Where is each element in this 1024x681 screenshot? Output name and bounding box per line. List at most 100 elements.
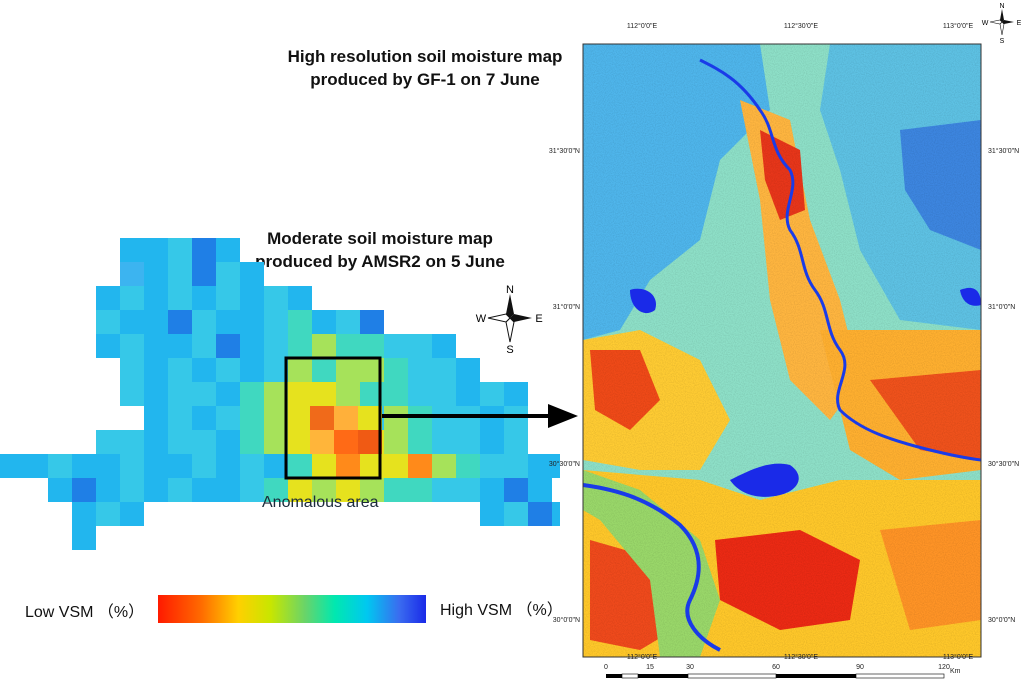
moderate-map-pixel (264, 430, 288, 454)
moderate-map-pixel (336, 454, 360, 478)
anomaly-arrow (382, 404, 578, 428)
scale-tick-label: 60 (772, 664, 780, 671)
moderate-map-pixel (216, 310, 240, 334)
moderate-map-pixel (312, 454, 336, 478)
anomalous-pixel (310, 430, 334, 454)
moderate-map-pixel (528, 502, 552, 526)
moderate-map-pixel (72, 526, 96, 550)
moderate-map-pixel (408, 478, 432, 502)
compass-small-e-label: E (1017, 20, 1022, 27)
moderate-map-pixel (216, 238, 240, 262)
moderate-map-pixel (168, 358, 192, 382)
legend-low-label: Low VSM （%） (25, 604, 145, 621)
scale-tick-label: 120 (938, 664, 950, 671)
moderate-map-pixel (96, 286, 120, 310)
compass-s-label: S (506, 344, 513, 354)
compass-small-w-label: W (982, 20, 989, 27)
scale-tick-label: 90 (856, 664, 864, 671)
moderate-map-pixel (480, 454, 504, 478)
moderate-map-pixel (456, 382, 480, 406)
moderate-map-pixel (264, 478, 288, 502)
moderate-map-pixel (288, 478, 312, 502)
moderate-map-pixel (504, 430, 528, 454)
east-lake (960, 287, 981, 306)
moderate-map-pixel (240, 382, 264, 406)
top-longitude-label: 113°0'0"E (943, 22, 974, 30)
moderate-map-pixel (504, 454, 528, 478)
moderate-map-pixel (168, 310, 192, 334)
moderate-map-pixel (432, 358, 456, 382)
moderate-map-pixel (312, 382, 336, 406)
moderate-map-pixel (288, 310, 312, 334)
moderate-map-pixel (504, 478, 528, 502)
top-longitude-label: 112°30'0"E (784, 22, 818, 30)
anomalous-area-label: Anomalous area (262, 494, 379, 511)
moderate-map-pixel (192, 262, 216, 286)
moderate-map-pixel (192, 454, 216, 478)
moderate-map-pixel (456, 358, 480, 382)
moderate-map-pixel (528, 478, 552, 502)
compass-e-label: E (535, 313, 542, 325)
moderate-map-pixel (144, 238, 168, 262)
moderate-map-pixel (120, 286, 144, 310)
right-latitude-label: 30°30'0"N (988, 460, 1019, 468)
moderate-map-pixel (312, 310, 336, 334)
high-res-raster (583, 44, 981, 657)
moderate-map-pixel (432, 430, 456, 454)
moderate-map-pixel (72, 502, 96, 526)
moderate-map-pixel (0, 454, 24, 478)
moderate-map-pixel (360, 478, 384, 502)
moderate-map-pixel (360, 334, 384, 358)
moderate-map-pixel (264, 310, 288, 334)
moderate-map-pixel (240, 262, 264, 286)
moderate-map-pixel (264, 358, 288, 382)
moderate-map-pixel (168, 454, 192, 478)
moderate-map-pixel (408, 454, 432, 478)
right-latitude-label: 30°0'0"N (988, 616, 1015, 624)
moderate-map-pixel (216, 262, 240, 286)
moderate-map-pixel (168, 382, 192, 406)
left-latitude-label: 31°30'0"N (549, 147, 580, 155)
bottom-longitude-label: 112°0'0"E (627, 653, 658, 661)
moderate-map-pixel (456, 478, 480, 502)
moderate-map-pixel (120, 310, 144, 334)
moderate-map-pixel (48, 478, 72, 502)
north-arrow-icon: N S W E (476, 284, 543, 354)
moderate-map-pixel (168, 478, 192, 502)
scale-unit-label: Km (950, 668, 961, 675)
moderate-map-pixel (168, 334, 192, 358)
moderate-map-pixel (144, 406, 168, 430)
moderate-map-pixel (144, 358, 168, 382)
moderate-map-pixel (120, 238, 144, 262)
scale-tick-label: 30 (686, 664, 694, 671)
north-arrow-small-icon: N S W E (982, 3, 1022, 44)
moderate-map-pixel (552, 502, 560, 526)
southern-river (583, 483, 721, 652)
moderate-map-pixel (432, 454, 456, 478)
moderate-map-pixel (408, 334, 432, 358)
moderate-map-pixel (216, 286, 240, 310)
moderate-map-pixel (216, 478, 240, 502)
moderate-map-pixel (192, 358, 216, 382)
moderate-map-pixel (336, 358, 360, 382)
moderate-map-pixel (384, 382, 408, 406)
moderate-map-pixel (192, 286, 216, 310)
moderate-map-pixel (192, 406, 216, 430)
moderate-map-pixel (144, 478, 168, 502)
top-longitude-label: 112°0'0"E (627, 22, 658, 30)
moderate-map-pixel (384, 334, 408, 358)
moderate-map-pixel (216, 382, 240, 406)
anomalous-pixel (334, 406, 358, 430)
moderate-map-pixel (288, 382, 312, 406)
moderate-map-pixel (216, 430, 240, 454)
moderate-map-pixel (288, 286, 312, 310)
right-latitude-label: 31°0'0"N (988, 303, 1015, 311)
moderate-map-pixel (96, 430, 120, 454)
main-river (699, 58, 981, 462)
moderate-map-pixel (240, 478, 264, 502)
moderate-map-pixel (384, 478, 408, 502)
moderate-map-pixel (456, 430, 480, 454)
moderate-map-pixel (144, 430, 168, 454)
moderate-map-pixel (288, 454, 312, 478)
moderate-map-pixel (528, 454, 552, 478)
